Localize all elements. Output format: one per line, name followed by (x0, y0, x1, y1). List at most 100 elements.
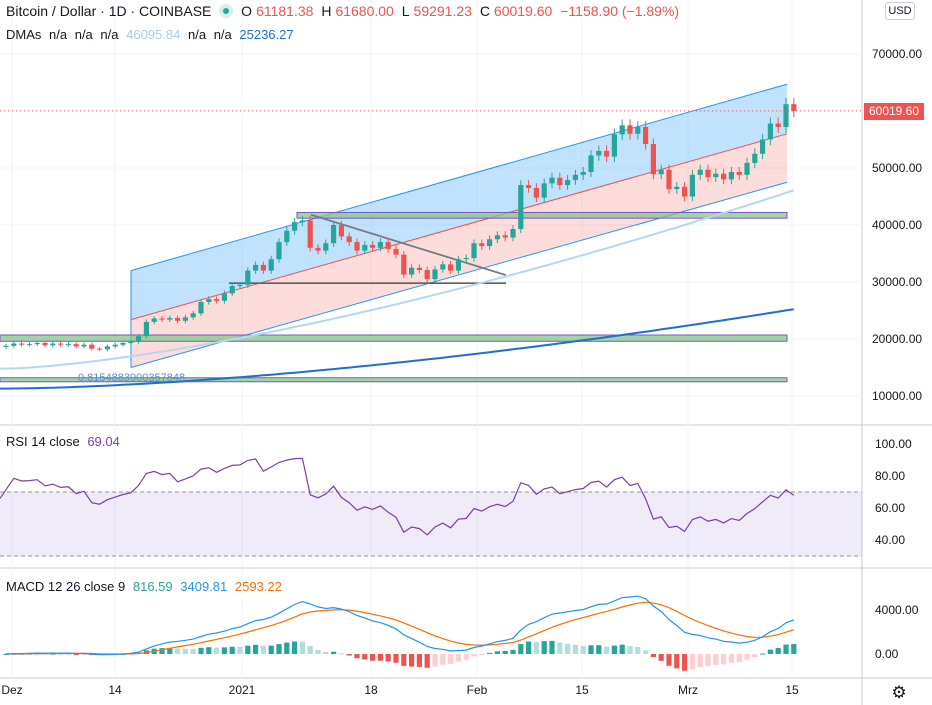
settings-gear-icon[interactable]: ⚙ (891, 683, 907, 702)
macd-histogram-bar (229, 646, 235, 654)
candle-body (682, 186, 688, 197)
macd-histogram-bar (744, 654, 750, 660)
candle-body (658, 169, 664, 175)
candle-body (611, 134, 617, 157)
macd-histogram-bar (3, 654, 9, 655)
macd-histogram-bar (432, 654, 438, 667)
macd-histogram-bar (401, 654, 407, 666)
support-zone-rect (0, 334, 788, 342)
macd-histogram-bar (377, 654, 383, 661)
candle-body (752, 153, 758, 163)
macd-histogram-bar (697, 654, 703, 668)
candle-body (479, 243, 485, 247)
macd-histogram-bar (783, 644, 789, 654)
candle-body (619, 125, 625, 135)
candle-body (627, 125, 633, 134)
dma-light-line (0, 189, 795, 370)
candle-body (494, 235, 500, 240)
price-tick-label: 20000.00 (872, 332, 922, 346)
dmas-legend[interactable]: DMAs n/a n/a n/a 46095.84 n/a n/a 25236.… (6, 27, 298, 42)
candle-body (50, 343, 56, 346)
macd-histogram-bar (713, 654, 719, 665)
macd-histogram-bar (541, 641, 547, 654)
time-tick-label: Dez (1, 683, 22, 697)
candle-body (182, 317, 188, 321)
chart-legend: Bitcoin / Dollar · 1D · COINBASE O 61181.… (6, 3, 683, 19)
ohlc-low: L 59291.23 (401, 3, 472, 19)
macd-histogram-bar (416, 654, 422, 667)
macd-histogram-bar (393, 654, 399, 663)
price-tick-label: 70000.00 (872, 47, 922, 61)
candle-body (549, 177, 555, 184)
macd-histogram-bar (370, 654, 376, 661)
candle-body (292, 222, 298, 231)
macd-histogram-bar (682, 654, 688, 671)
candle-body (643, 126, 649, 145)
candle-body (331, 225, 337, 244)
macd-histogram-bar (721, 654, 727, 665)
macd-histogram-bar (674, 654, 680, 669)
price-tick-label: 50000.00 (872, 161, 922, 175)
candle-body (198, 301, 204, 314)
symbol-title[interactable]: Bitcoin / Dollar · 1D · COINBASE (6, 3, 212, 19)
price-tick-label: 30000.00 (872, 275, 922, 289)
candle-body (268, 259, 274, 271)
macd-histogram-bar (182, 648, 188, 654)
candle-body (307, 220, 313, 248)
rsi-tick-label: 80.00 (875, 469, 905, 483)
candle-body (728, 171, 734, 180)
macd-histogram-bar (526, 641, 532, 654)
candle-body (136, 336, 142, 342)
candle-body (229, 285, 235, 294)
rsi-line (0, 457, 795, 536)
macd-histogram-bar (728, 654, 734, 663)
candle-body (596, 150, 602, 156)
rsi-tick-label: 40.00 (875, 533, 905, 547)
candle-body (167, 317, 173, 320)
candle-body (159, 318, 165, 320)
candle-body (346, 236, 352, 243)
currency-badge[interactable]: USD (885, 2, 915, 20)
candle-body (409, 267, 415, 275)
rsi-label: RSI 14 close (6, 434, 80, 449)
ohlc-open: O 61181.38 (241, 3, 314, 19)
macd-histogram-bar (549, 640, 555, 654)
candle-body (463, 258, 469, 260)
candle-body (284, 230, 290, 243)
candle-body (713, 173, 719, 178)
macd-histogram-bar (767, 649, 773, 654)
macd-histogram-bar (65, 653, 71, 655)
macd-histogram-bar (533, 641, 539, 654)
time-tick-label: Mrz (678, 683, 698, 697)
macd-legend[interactable]: MACD 12 26 close 9 816.59 3409.81 2593.2… (6, 579, 286, 594)
macd-hist-value: 816.59 (132, 579, 173, 594)
time-tick-label: 2021 (229, 683, 256, 697)
macd-histogram-bar (268, 645, 274, 654)
candle-body (385, 242, 391, 249)
candle-body (440, 264, 446, 270)
candle-body (526, 185, 532, 188)
candle-body (604, 150, 610, 157)
macd-histogram-bar (705, 654, 711, 667)
channel-upper-line (130, 83, 788, 272)
candle-body (377, 242, 383, 248)
macd-histogram-bar (604, 646, 610, 654)
rsi-legend[interactable]: RSI 14 close 69.04 (6, 434, 124, 449)
dma-dark-line (0, 308, 794, 390)
macd-histogram-bar (596, 645, 602, 654)
dma-value: 46095.84 (126, 27, 181, 42)
macd-histogram-bar (260, 645, 266, 654)
candle-body (214, 299, 220, 301)
price-tick-label: 40000.00 (872, 218, 922, 232)
candle-body (354, 242, 360, 251)
time-tick-label: 14 (108, 683, 122, 697)
candle-body (104, 346, 110, 350)
macd-histogram-bar (479, 654, 485, 655)
dma-value: n/a (49, 27, 68, 42)
macd-histogram-bar (315, 649, 321, 654)
candle-body (791, 104, 797, 111)
descending-trend-line (310, 213, 507, 277)
candle-body (471, 243, 477, 259)
candle-body (393, 248, 399, 255)
